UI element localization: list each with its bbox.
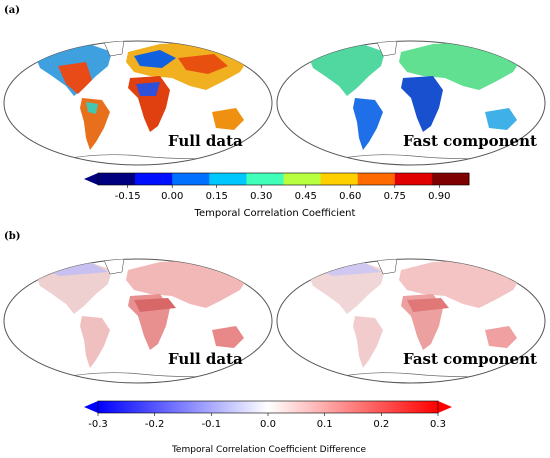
continents bbox=[36, 41, 248, 161]
colorbar-title: Temporal Correlation Coefficient bbox=[194, 208, 356, 219]
colorbar-swatch bbox=[246, 173, 284, 185]
colorbar-tick-label: 0.60 bbox=[339, 191, 361, 202]
colorbar-a: -0.15 0.00 0.15 0.30 0.45 0.60 0.75 0.90 Tempor… bbox=[84, 172, 470, 219]
map-a-full: Full data bbox=[3, 40, 273, 166]
continent-australia bbox=[212, 326, 244, 348]
colorbar-tick-label: -0.1 bbox=[202, 419, 222, 430]
colorbar-gradient bbox=[98, 401, 438, 413]
map-label: Fast component bbox=[403, 350, 537, 368]
colorbar-ticks: -0.3 -0.2 -0.1 0.0 0.1 0.2 0.3 bbox=[88, 413, 446, 430]
colorbar-swatch bbox=[172, 173, 210, 185]
colorbar-extend-max bbox=[438, 401, 452, 413]
antarctica-coast bbox=[57, 372, 221, 379]
continent-eurasia bbox=[126, 260, 248, 308]
continent-eurasia bbox=[399, 42, 521, 90]
colorbar-swatch bbox=[135, 173, 173, 185]
colorbar-tick-label: -0.2 bbox=[145, 419, 165, 430]
colorbar-tick-label: 0.0 bbox=[260, 419, 276, 430]
region-sahara bbox=[136, 82, 160, 96]
colorbar-swatch bbox=[394, 173, 433, 185]
region-europe bbox=[134, 50, 176, 68]
panel-a-letter: (a) bbox=[4, 5, 20, 16]
antarctica-coast bbox=[330, 154, 494, 161]
continent-greenland bbox=[103, 259, 125, 275]
continent-south-america bbox=[80, 98, 110, 150]
colorbar-tick-label: 0.00 bbox=[161, 191, 183, 202]
region-amazon bbox=[86, 102, 98, 114]
region-central-asia bbox=[178, 54, 228, 74]
colorbar-swatch bbox=[209, 173, 247, 185]
antarctica-coast bbox=[57, 154, 221, 161]
colorbar-tick-label: 0.90 bbox=[428, 191, 450, 202]
continents bbox=[36, 259, 248, 379]
continent-north-america bbox=[36, 263, 112, 314]
panel-b-letter: (b) bbox=[4, 231, 20, 242]
colorbar-swatch bbox=[320, 173, 359, 185]
region-usa bbox=[58, 62, 92, 94]
colorbar-tick-label: -0.3 bbox=[88, 419, 108, 430]
continent-eurasia bbox=[399, 260, 521, 308]
colorbar-tick-label: 0.1 bbox=[317, 419, 333, 430]
map-a-fast: Fast component bbox=[276, 40, 546, 166]
map-label: Fast component bbox=[403, 132, 537, 150]
colorbar-tick-label: 0.15 bbox=[206, 191, 228, 202]
continent-africa bbox=[401, 76, 443, 132]
colorbar-swatch bbox=[431, 173, 470, 185]
continent-australia bbox=[485, 108, 517, 130]
continents bbox=[309, 41, 521, 161]
region-canada bbox=[313, 262, 381, 276]
continent-greenland bbox=[376, 41, 398, 57]
region-sahel bbox=[407, 298, 449, 312]
map-b-fast: Fast component bbox=[276, 258, 546, 384]
colorbar-title: Temporal Correlation Coefficient Differe… bbox=[171, 445, 367, 455]
colorbar-extend-min bbox=[84, 173, 98, 185]
map-label: Full data bbox=[168, 350, 243, 368]
colorbar-ticks: -0.15 0.00 0.15 0.30 0.45 0.60 0.75 0.90 bbox=[115, 185, 450, 202]
continent-australia bbox=[212, 108, 244, 130]
continent-south-america bbox=[80, 316, 110, 368]
colorbar-tick-label: 0.75 bbox=[384, 191, 406, 202]
colorbar-tick-label: -0.15 bbox=[115, 191, 141, 202]
colorbar-frame bbox=[97, 172, 470, 186]
colorbar-b: -0.3 -0.2 -0.1 0.0 0.1 0.2 0.3 Temporal Correl… bbox=[84, 400, 452, 455]
continent-north-america bbox=[309, 263, 385, 314]
colorbar-extend-min bbox=[84, 401, 98, 413]
continent-south-america bbox=[353, 98, 383, 150]
colorbar-tick-label: 0.45 bbox=[295, 191, 317, 202]
colorbar-swatch bbox=[357, 173, 396, 185]
continent-north-america bbox=[309, 45, 385, 96]
map-b-full: Full data bbox=[3, 258, 273, 384]
colorbar-swatches bbox=[98, 173, 470, 185]
continent-greenland bbox=[376, 259, 398, 275]
map-label: Full data bbox=[168, 132, 243, 150]
colorbar-swatch bbox=[98, 173, 136, 185]
continent-south-america bbox=[353, 316, 383, 368]
region-sahel bbox=[134, 298, 176, 312]
colorbar-tick-label: 0.2 bbox=[373, 419, 389, 430]
antarctica-coast bbox=[330, 372, 494, 379]
region-canada bbox=[40, 262, 108, 276]
colorbar-tick-label: 0.3 bbox=[430, 419, 446, 430]
colorbar-tick-label: 0.30 bbox=[250, 191, 272, 202]
continent-australia bbox=[485, 326, 517, 348]
colorbar-swatch bbox=[283, 173, 322, 185]
continents bbox=[309, 259, 521, 379]
continent-greenland bbox=[103, 41, 125, 57]
